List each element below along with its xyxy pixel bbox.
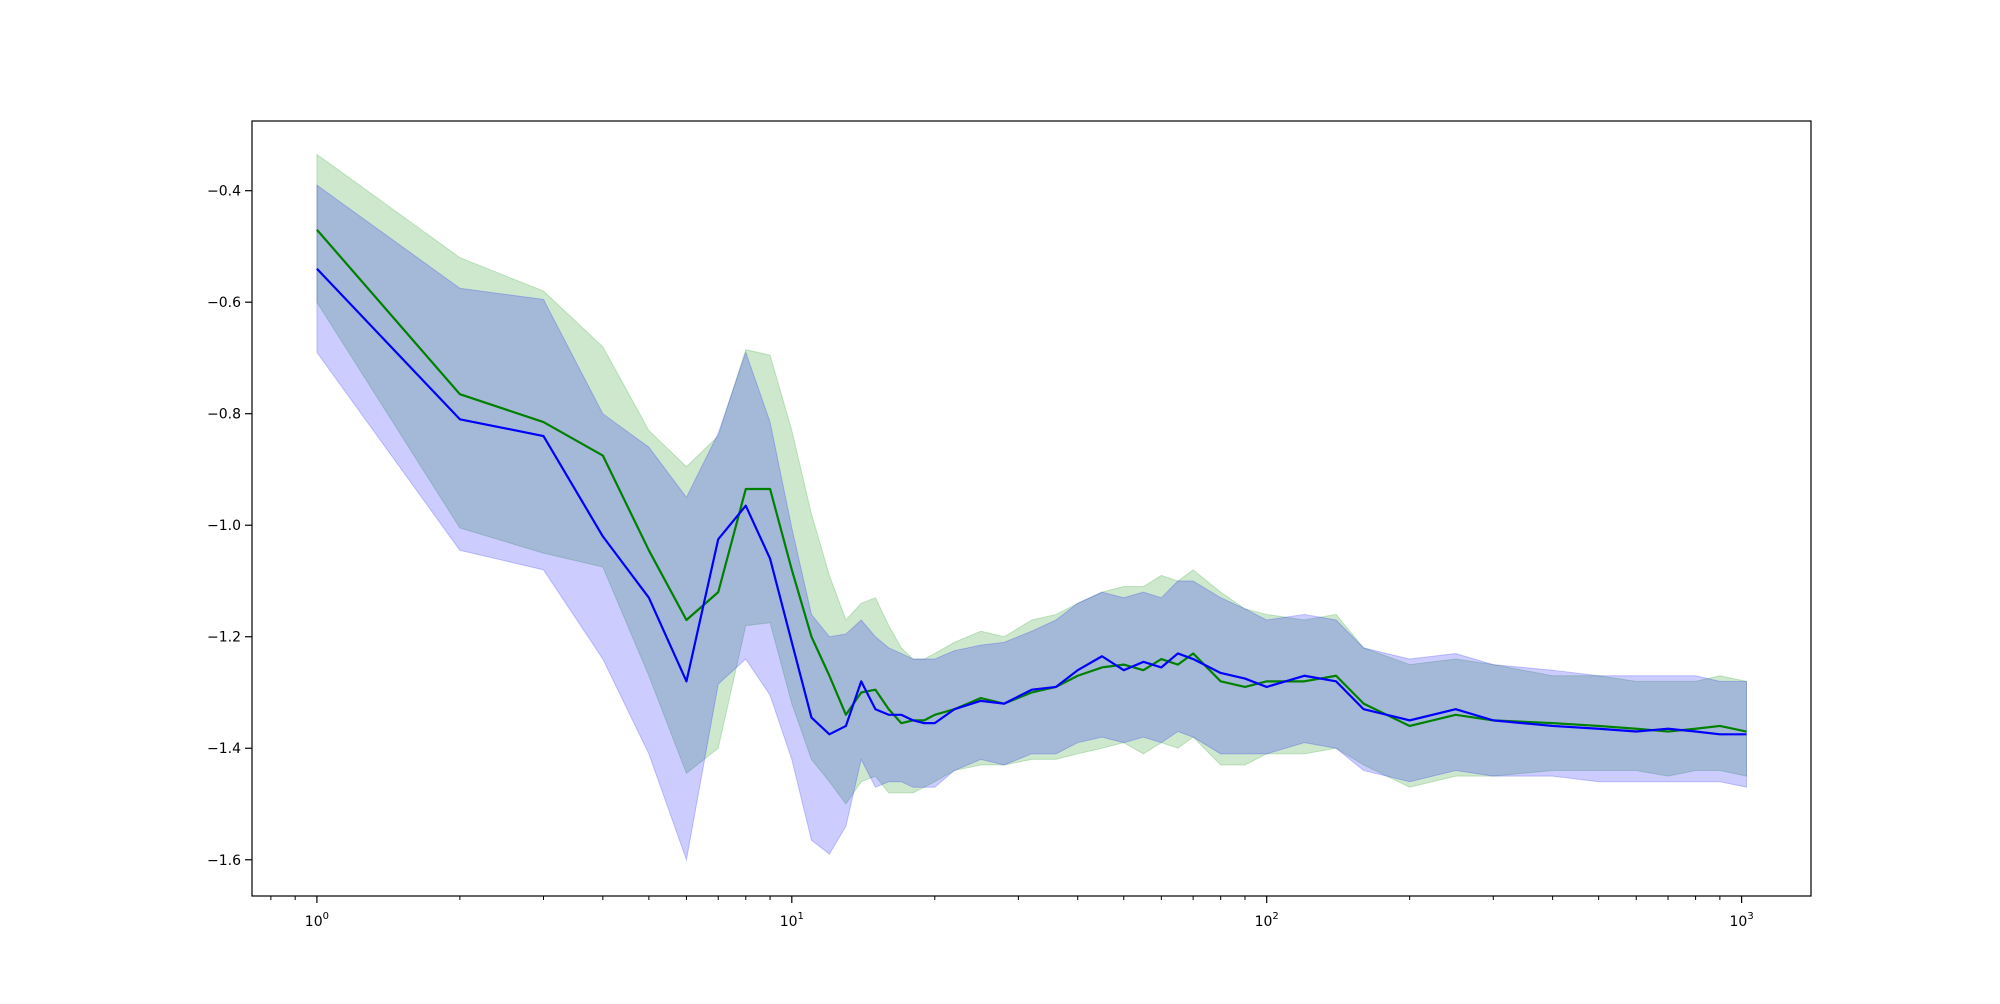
plot-frame (251, 120, 1812, 897)
series-2-band (316, 184, 1747, 862)
y-tick-label: −0.8 (207, 407, 241, 423)
series-lines (316, 228, 1747, 736)
y-tick-label: −1.6 (207, 853, 241, 869)
confidence-bands (316, 153, 1747, 862)
y-tick-label: −1.0 (207, 518, 241, 534)
x-tick-label: 103 (1730, 911, 1754, 930)
series-1-line (316, 228, 1747, 733)
y-tick-label: −1.2 (207, 630, 241, 646)
x-axis-ticks: 100 101 102 103 (270, 896, 1754, 930)
series-2-line (316, 267, 1747, 736)
y-tick-label: −1.4 (207, 741, 241, 757)
y-tick-label: −0.6 (207, 295, 241, 311)
y-axis-ticks: −0.4 −0.6 −0.8 −1.0 −1.2 −1.4 −1.6 (207, 184, 252, 869)
y-tick-label: −0.4 (207, 184, 241, 200)
x-tick-label: 100 (305, 911, 329, 930)
series-1-band (316, 153, 1747, 805)
x-tick-label: 102 (1255, 911, 1279, 930)
x-tick-label: 101 (780, 911, 804, 930)
